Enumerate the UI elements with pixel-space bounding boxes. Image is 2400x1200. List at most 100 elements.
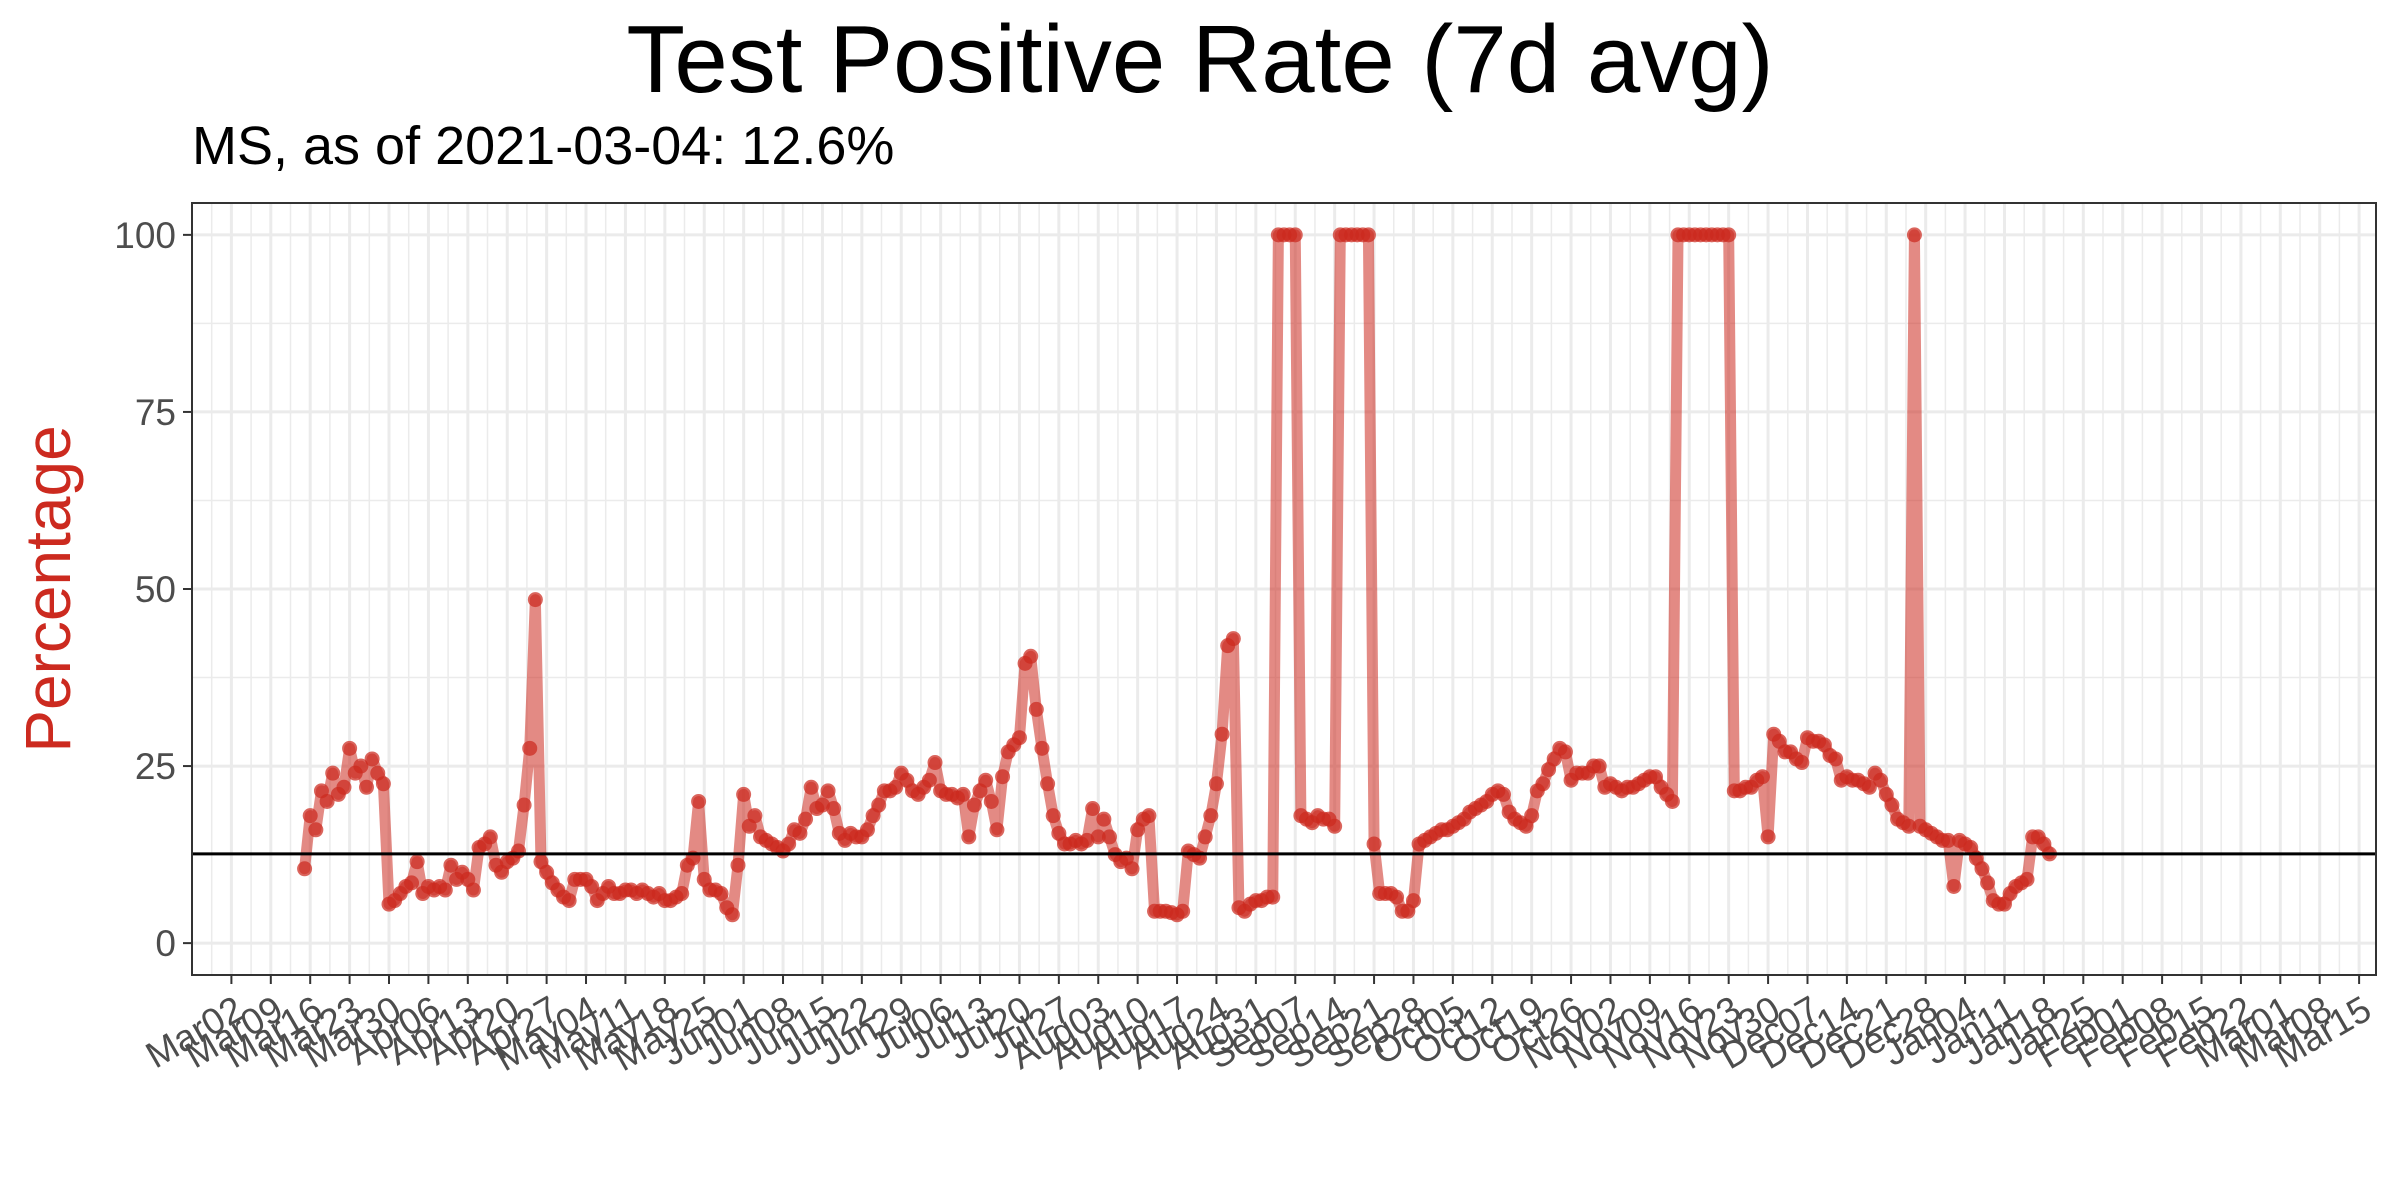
data-point xyxy=(1557,744,1573,760)
data-point xyxy=(342,740,358,756)
data-point xyxy=(1754,769,1770,785)
data-point xyxy=(1011,730,1027,746)
data-point xyxy=(921,772,937,788)
data-point xyxy=(747,808,763,824)
data-point xyxy=(443,857,459,873)
data-point xyxy=(691,793,707,809)
data-point xyxy=(302,808,318,824)
data-point xyxy=(730,857,746,873)
data-point xyxy=(724,907,740,923)
data-point xyxy=(522,740,538,756)
data-point xyxy=(1366,836,1382,852)
data-point xyxy=(1906,227,1922,243)
data-point xyxy=(1085,801,1101,817)
data-point xyxy=(437,882,453,898)
data-point xyxy=(1197,829,1213,845)
data-point xyxy=(1028,701,1044,717)
y-axis: 0 25 50 75 100 xyxy=(114,215,192,964)
data-point xyxy=(1405,893,1421,909)
data-point xyxy=(336,779,352,795)
data-point xyxy=(820,783,836,799)
data-point xyxy=(308,822,324,838)
data-point xyxy=(961,829,977,845)
data-point xyxy=(1023,648,1039,664)
data-point xyxy=(1980,875,1996,891)
data-point xyxy=(409,854,425,870)
data-point xyxy=(1535,776,1551,792)
data-point xyxy=(482,829,498,845)
data-point xyxy=(966,797,982,813)
data-point xyxy=(1496,786,1512,802)
data-point xyxy=(1828,751,1844,767)
data-point xyxy=(1360,227,1376,243)
data-point xyxy=(1760,829,1776,845)
y-tick-label: 50 xyxy=(135,569,176,610)
data-point xyxy=(1208,776,1224,792)
x-axis: Mar02Mar09Mar16Mar23Mar30Apr06Apr13Apr20… xyxy=(139,975,2378,1079)
data-point xyxy=(364,751,380,767)
data-point xyxy=(1175,903,1191,919)
data-point xyxy=(1102,829,1118,845)
y-tick-label: 100 xyxy=(114,215,176,256)
data-point xyxy=(1079,832,1095,848)
data-point xyxy=(1327,818,1343,834)
data-point xyxy=(1721,227,1737,243)
chart-subtitle: MS, as of 2021-03-04: 12.6% xyxy=(192,116,895,176)
data-point xyxy=(792,825,808,841)
chart-title: Test Positive Rate (7d avg) xyxy=(626,6,1774,113)
data-point xyxy=(781,836,797,852)
data-point xyxy=(353,758,369,774)
data-point xyxy=(1124,861,1140,877)
y-axis-label: Percentage xyxy=(12,425,84,752)
data-point xyxy=(995,769,1011,785)
data-point xyxy=(736,786,752,802)
data-point xyxy=(1265,889,1281,905)
y-tick-label: 75 xyxy=(135,392,176,433)
data-point xyxy=(859,822,875,838)
data-point xyxy=(1974,861,1990,877)
data-point xyxy=(1861,779,1877,795)
data-point xyxy=(927,755,943,771)
data-point xyxy=(1524,808,1540,824)
data-point xyxy=(1287,227,1303,243)
data-point xyxy=(1794,755,1810,771)
data-point xyxy=(1214,726,1230,742)
data-point xyxy=(527,592,543,608)
y-tick-label: 0 xyxy=(155,923,176,964)
data-point xyxy=(803,779,819,795)
data-point xyxy=(1090,829,1106,845)
data-point xyxy=(1884,797,1900,813)
data-point xyxy=(516,797,532,813)
data-point xyxy=(319,793,335,809)
data-point xyxy=(1034,740,1050,756)
data-point xyxy=(798,811,814,827)
data-point xyxy=(989,822,1005,838)
data-point xyxy=(955,786,971,802)
data-point xyxy=(510,843,526,859)
data-point xyxy=(1141,808,1157,824)
data-point xyxy=(1901,818,1917,834)
data-point xyxy=(1040,776,1056,792)
data-point xyxy=(1946,878,1962,894)
data-point xyxy=(1873,772,1889,788)
data-point xyxy=(297,861,313,877)
data-point xyxy=(1096,811,1112,827)
data-point xyxy=(978,772,994,788)
data-point xyxy=(1664,793,1680,809)
data-point xyxy=(358,779,374,795)
data-point xyxy=(871,797,887,813)
data-point xyxy=(1940,832,1956,848)
data-point xyxy=(325,765,341,781)
data-point xyxy=(1591,758,1607,774)
data-point xyxy=(1045,808,1061,824)
y-tick-label: 25 xyxy=(135,746,176,787)
data-point xyxy=(584,878,600,894)
data-point xyxy=(375,776,391,792)
series-layer xyxy=(297,227,2058,923)
data-point xyxy=(1203,808,1219,824)
data-point xyxy=(814,797,830,813)
data-point xyxy=(826,801,842,817)
data-point xyxy=(983,793,999,809)
data-point xyxy=(1389,889,1405,905)
